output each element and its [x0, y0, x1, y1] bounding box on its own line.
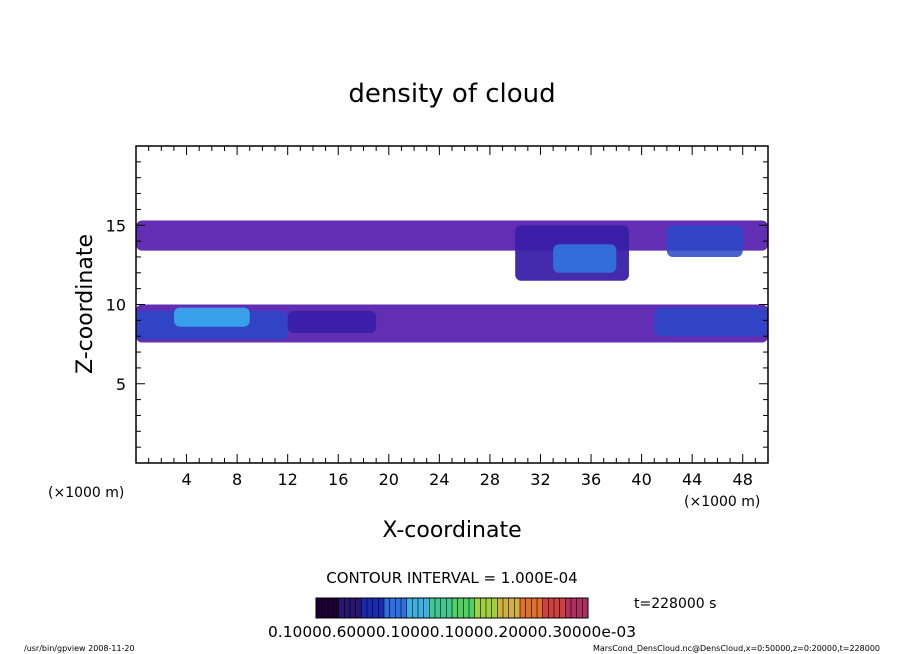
colorbar-labels: 0.10000.60000.10000.10000.20000.30000e-0…: [268, 623, 636, 641]
chart-title: density of cloud: [348, 79, 555, 109]
x-tick-label: 36: [581, 470, 601, 489]
x-tick-label: 8: [232, 470, 242, 489]
density-region: [553, 244, 617, 273]
x-tick-label: 48: [733, 470, 753, 489]
time-label: t=228000 s: [634, 596, 716, 612]
density-region: [666, 225, 743, 257]
x-tick-label: 40: [631, 470, 651, 489]
density-region: [287, 310, 377, 334]
colorbar: [315, 598, 589, 618]
x-unit-label: (×1000 m): [684, 494, 760, 510]
x-tick-label: 16: [328, 470, 348, 489]
x-axis-label: X-coordinate: [382, 518, 521, 543]
contour-interval: CONTOUR INTERVAL = 1.000E-04: [326, 569, 577, 587]
y-tick-label: 10: [106, 296, 126, 315]
x-tick-label: 12: [278, 470, 298, 489]
x-tick-label: 28: [480, 470, 500, 489]
x-tick-label: 4: [181, 470, 191, 489]
colorbar-frame: [315, 597, 589, 619]
x-tick-label: 20: [379, 470, 399, 489]
x-tick-label: 32: [530, 470, 550, 489]
footer-left: /usr/bin/gpview 2008-11-20: [24, 644, 135, 653]
x-tick-label: 24: [429, 470, 449, 489]
density-field: [136, 220, 768, 343]
footer-right: MarsCond_DensCloud.nc@DensCloud,x=0:5000…: [593, 644, 880, 653]
density-region: [173, 307, 250, 327]
x-tick-label: 44: [682, 470, 702, 489]
y-tick-label: 5: [116, 375, 126, 394]
density-region: [654, 307, 768, 337]
y-tick-label: 15: [106, 216, 126, 235]
y-axis-label: Z-coordinate: [73, 234, 98, 374]
y-unit-label: (×1000 m): [48, 485, 124, 501]
